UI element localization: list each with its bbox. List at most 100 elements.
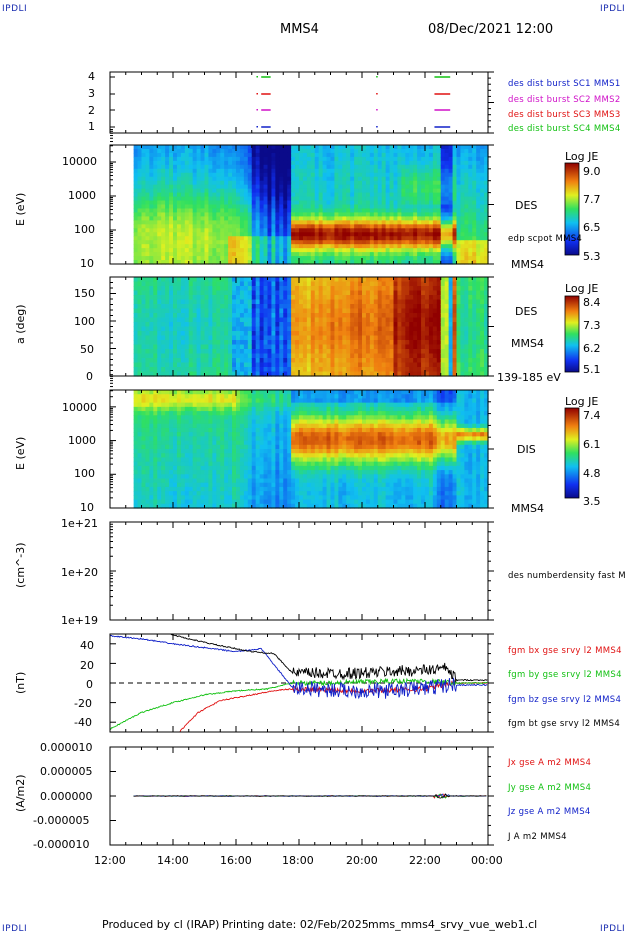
des-energy-cell [425,228,430,233]
des-energy-cell [397,188,402,194]
des-energy-cell [283,168,288,174]
des-energy-cell [354,256,359,261]
des-pitch-cell [236,308,241,314]
des-pitch-cell [165,317,170,323]
des-energy-cell [224,252,229,257]
des-energy-cell [299,252,304,257]
des-energy-cell [460,208,465,214]
des-pitch-cell [263,353,269,359]
des-energy-cell [425,168,430,174]
des-pitch-cell [283,290,288,296]
des-pitch-cell [204,322,210,328]
des-energy-cell [432,232,438,237]
des-pitch-cell [480,281,485,287]
des-pitch-cell [192,367,198,373]
des-pitch-cell [350,344,355,350]
des-energy-cell [409,168,414,174]
des-energy-cell [334,188,339,194]
des-pitch-cell [153,358,158,364]
des-energy-cell [452,256,458,261]
des-pitch-cell [165,362,170,368]
des-energy-cell [259,145,265,150]
des-energy-cell [314,196,320,202]
des-energy-cell [476,212,481,217]
des-pitch-cell [200,322,206,328]
des-energy-cell [141,208,147,214]
des-energy-cell [196,148,202,154]
des-pitch-cell [432,371,438,377]
des-energy-cell [440,168,446,174]
des-energy-cell [385,156,391,162]
des-energy-cell [409,192,414,198]
dis-energy-cell [169,423,174,429]
des-energy-cell [161,184,166,190]
des-energy-cell [464,260,469,265]
des-energy-cell [468,232,473,237]
des-energy-cell [428,204,434,210]
des-pitch-cell [263,349,269,355]
des-energy-cell [243,184,249,190]
des-pitch-cell [377,308,383,314]
des-energy-cell [145,224,150,229]
des-pitch-cell [259,353,265,359]
des-pitch-cell [184,322,190,328]
des-pitch-cell [180,331,186,337]
des-energy-cell [385,256,391,261]
des-energy-cell [224,164,229,170]
des-energy-cell [251,236,257,241]
des-energy-cell [432,252,438,257]
des-energy-cell [153,252,158,257]
dis-energy-cell [137,440,143,446]
des-energy-cell [165,204,170,210]
des-energy-cell [330,208,336,214]
dis-energy-cell [161,402,166,408]
des-pitch-cell [314,304,320,310]
des-pitch-cell [306,371,312,377]
des-energy-cell [200,256,206,261]
des-pitch-cell [377,335,383,341]
des-pitch-cell [204,349,210,355]
des-energy-cell [153,208,158,214]
des-pitch-cell [456,331,462,337]
des-pitch-cell [275,286,280,292]
des-energy-cell [228,260,233,265]
des-pitch-cell [452,304,458,310]
des-energy-cell [417,252,422,257]
des-energy-cell [180,176,186,182]
des-energy-cell [243,228,249,233]
des-pitch-cell [322,349,328,355]
des-pitch-cell [417,344,422,350]
des-energy-cell [173,148,178,154]
des-energy-cell [377,180,383,186]
des-pitch-cell [157,304,162,310]
dis-energy-cell [157,486,162,492]
des-energy-cell [413,164,418,170]
des-energy-cell [306,180,312,186]
des-pitch-cell [385,322,391,328]
des-energy-cell [417,160,422,166]
des-energy-cell [480,196,485,202]
des-energy-cell [192,208,198,214]
dis-energy-cell [165,503,170,509]
dis-energy-cell [145,415,150,421]
des-energy-cell [145,180,150,186]
des-energy-cell [141,216,147,221]
des-energy-cell [326,236,332,241]
des-energy-cell [295,232,300,237]
des-energy-cell [169,172,174,178]
des-pitch-cell [299,281,304,287]
des-energy-cell [326,232,332,237]
des-pitch-cell [255,286,261,292]
des-energy-cell [358,244,363,249]
des-energy-cell [346,148,351,154]
dis-energy-cell [153,461,158,467]
des-energy-cell [153,145,158,150]
des-energy-cell [448,145,454,150]
des-energy-cell [401,220,406,225]
des-energy-cell [263,252,269,257]
des-energy-cell [444,252,450,257]
des-energy-cell [306,252,312,257]
des-energy-cell [212,260,217,265]
des-energy-cell [165,244,170,249]
des-energy-cell [472,200,477,206]
